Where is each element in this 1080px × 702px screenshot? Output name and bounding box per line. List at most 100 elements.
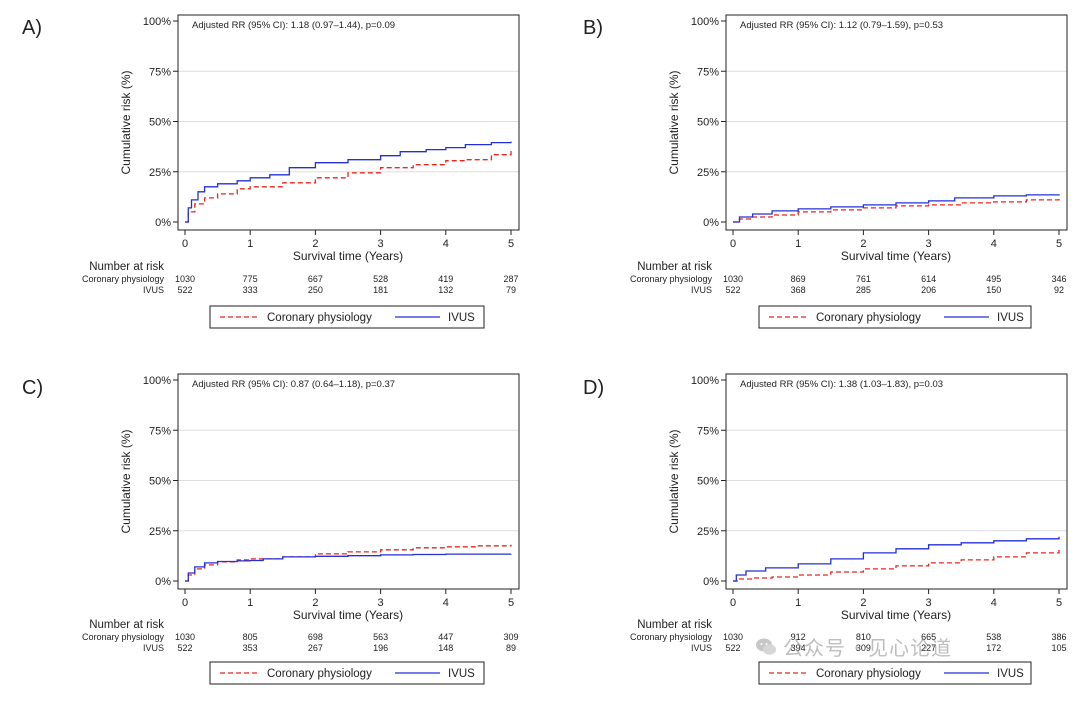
p2-risk-value: 368 [791,285,806,295]
p4-risk-value: 1030 [723,632,743,642]
p3-risk-value: 1030 [175,632,195,642]
p3-x-tick-label: 3 [378,597,384,609]
p4-coronary-physiology-curve [733,547,1060,582]
p2-x-tick-label: 3 [926,238,932,250]
p2-risk-value: 92 [1054,285,1064,295]
p3-risk-value: 805 [243,632,258,642]
p2-risk-value: 614 [921,274,936,284]
p1-risk-value: 419 [438,274,453,284]
p2-y-tick-label: 0% [703,217,719,229]
p4-y-axis-label: Cumulative risk (%) [667,429,681,533]
p3-risk-table-header: Number at risk [89,619,164,631]
p4-legend-ivus-label: IVUS [997,668,1024,680]
p1-risk-value: 775 [243,274,258,284]
p2-legend-coronary-label: Coronary physiology [816,312,921,324]
p3-y-tick-label: 50% [149,476,171,488]
p3-coronary-physiology-curve [185,544,512,582]
p1-x-tick-label: 0 [182,238,188,250]
p2-y-tick-label: 100% [691,16,719,28]
p1-y-tick-label: 75% [149,66,171,78]
p3-risk-value: 698 [308,632,323,642]
p3-risk-value: 89 [506,643,516,653]
p3-risk-value: 267 [308,643,323,653]
p3-x-axis-label: Survival time (Years) [293,608,403,622]
p1-legend-coronary-label: Coronary physiology [267,312,372,324]
p1-y-tick-label: 0% [155,217,171,229]
p1-risk-value: 79 [506,285,516,295]
p1-x-tick-label: 3 [378,238,384,250]
p2-risk-value: 761 [856,274,871,284]
p1-risk-value: 1030 [175,274,195,284]
p2-rr-annotation: Adjusted RR (95% CI): 1.12 (0.79–1.59), … [740,20,943,31]
p1-rr-annotation: Adjusted RR (95% CI): 1.18 (0.97–1.44), … [192,20,395,31]
p1-y-axis-label: Cumulative risk (%) [119,70,133,174]
p2-x-tick-label: 1 [795,238,801,250]
p4-y-tick-label: 25% [697,526,719,538]
p4-risk-value: 522 [725,643,740,653]
p2-risk-value: 150 [986,285,1001,295]
p3-risk-value: 148 [438,643,453,653]
p4-x-axis-label: Survival time (Years) [841,608,951,622]
p2-risk-value: 285 [856,285,871,295]
p2-y-tick-label: 25% [697,167,719,179]
p1-y-tick-label: 100% [143,16,171,28]
p2-legend-ivus-label: IVUS [997,312,1024,324]
p2-coronary-physiology-curve [733,196,1060,223]
p3-risk-row-label: Coronary physiology [82,632,165,642]
p1-x-tick-label: 1 [247,238,253,250]
p1-y-tick-label: 25% [149,167,171,179]
p3-y-tick-label: 75% [149,425,171,437]
p4-risk-value: 810 [856,632,871,642]
p3-legend-box [209,661,485,685]
p2-x-tick-label: 2 [860,238,866,250]
p2-x-axis-label: Survival time (Years) [841,249,951,263]
p1-x-tick-label: 4 [443,238,449,250]
p4-risk-value: 386 [1051,632,1066,642]
p2-y-axis-label: Cumulative risk (%) [667,70,681,174]
p4-y-tick-label: 0% [703,576,719,588]
p4-x-tick-label: 3 [926,597,932,609]
p4-y-tick-label: 50% [697,476,719,488]
p2-legend-box [758,305,1032,329]
p2-plot-frame [725,14,1068,231]
p1-plot-frame [177,14,520,231]
p3-y-tick-label: 25% [149,526,171,538]
p2-risk-value: 522 [725,285,740,295]
p4-risk-value: 665 [921,632,936,642]
p2-risk-value: 869 [791,274,806,284]
p3-ivus-curve [185,553,512,582]
p4-risk-value: 394 [791,643,806,653]
p4-panel-label: D) [583,377,604,399]
p3-risk-value: 447 [438,632,453,642]
p3-risk-value: 309 [503,632,518,642]
p1-ivus-curve [185,141,512,223]
p1-risk-row-label: Coronary physiology [82,274,165,284]
p3-legend-coronary-label: Coronary physiology [267,668,372,680]
p1-risk-value: 667 [308,274,323,284]
p2-ivus-curve [733,194,1060,223]
p3-x-tick-label: 0 [182,597,188,609]
p3-panel-label: C) [22,377,43,399]
p4-rr-annotation: Adjusted RR (95% CI): 1.38 (1.03–1.83), … [740,379,943,390]
p2-risk-value: 206 [921,285,936,295]
p3-x-tick-label: 4 [443,597,449,609]
p1-risk-row-label: IVUS [143,285,164,295]
p2-risk-value: 495 [986,274,1001,284]
p4-risk-table-header: Number at risk [637,619,712,631]
p4-x-tick-label: 5 [1056,597,1062,609]
p4-ivus-curve [733,536,1060,582]
p4-x-tick-label: 4 [991,597,997,609]
p1-risk-value: 181 [373,285,388,295]
p3-y-tick-label: 0% [155,576,171,588]
p1-x-tick-label: 5 [508,238,514,250]
p1-risk-value: 287 [503,274,518,284]
p4-legend-box [758,661,1032,685]
p1-risk-value: 250 [308,285,323,295]
p3-legend-ivus-label: IVUS [448,668,475,680]
p4-legend-coronary-label: Coronary physiology [816,668,921,680]
p1-risk-table-header: Number at risk [89,261,164,273]
p4-risk-value: 538 [986,632,1001,642]
p3-x-tick-label: 2 [312,597,318,609]
p1-legend-box [209,305,485,329]
